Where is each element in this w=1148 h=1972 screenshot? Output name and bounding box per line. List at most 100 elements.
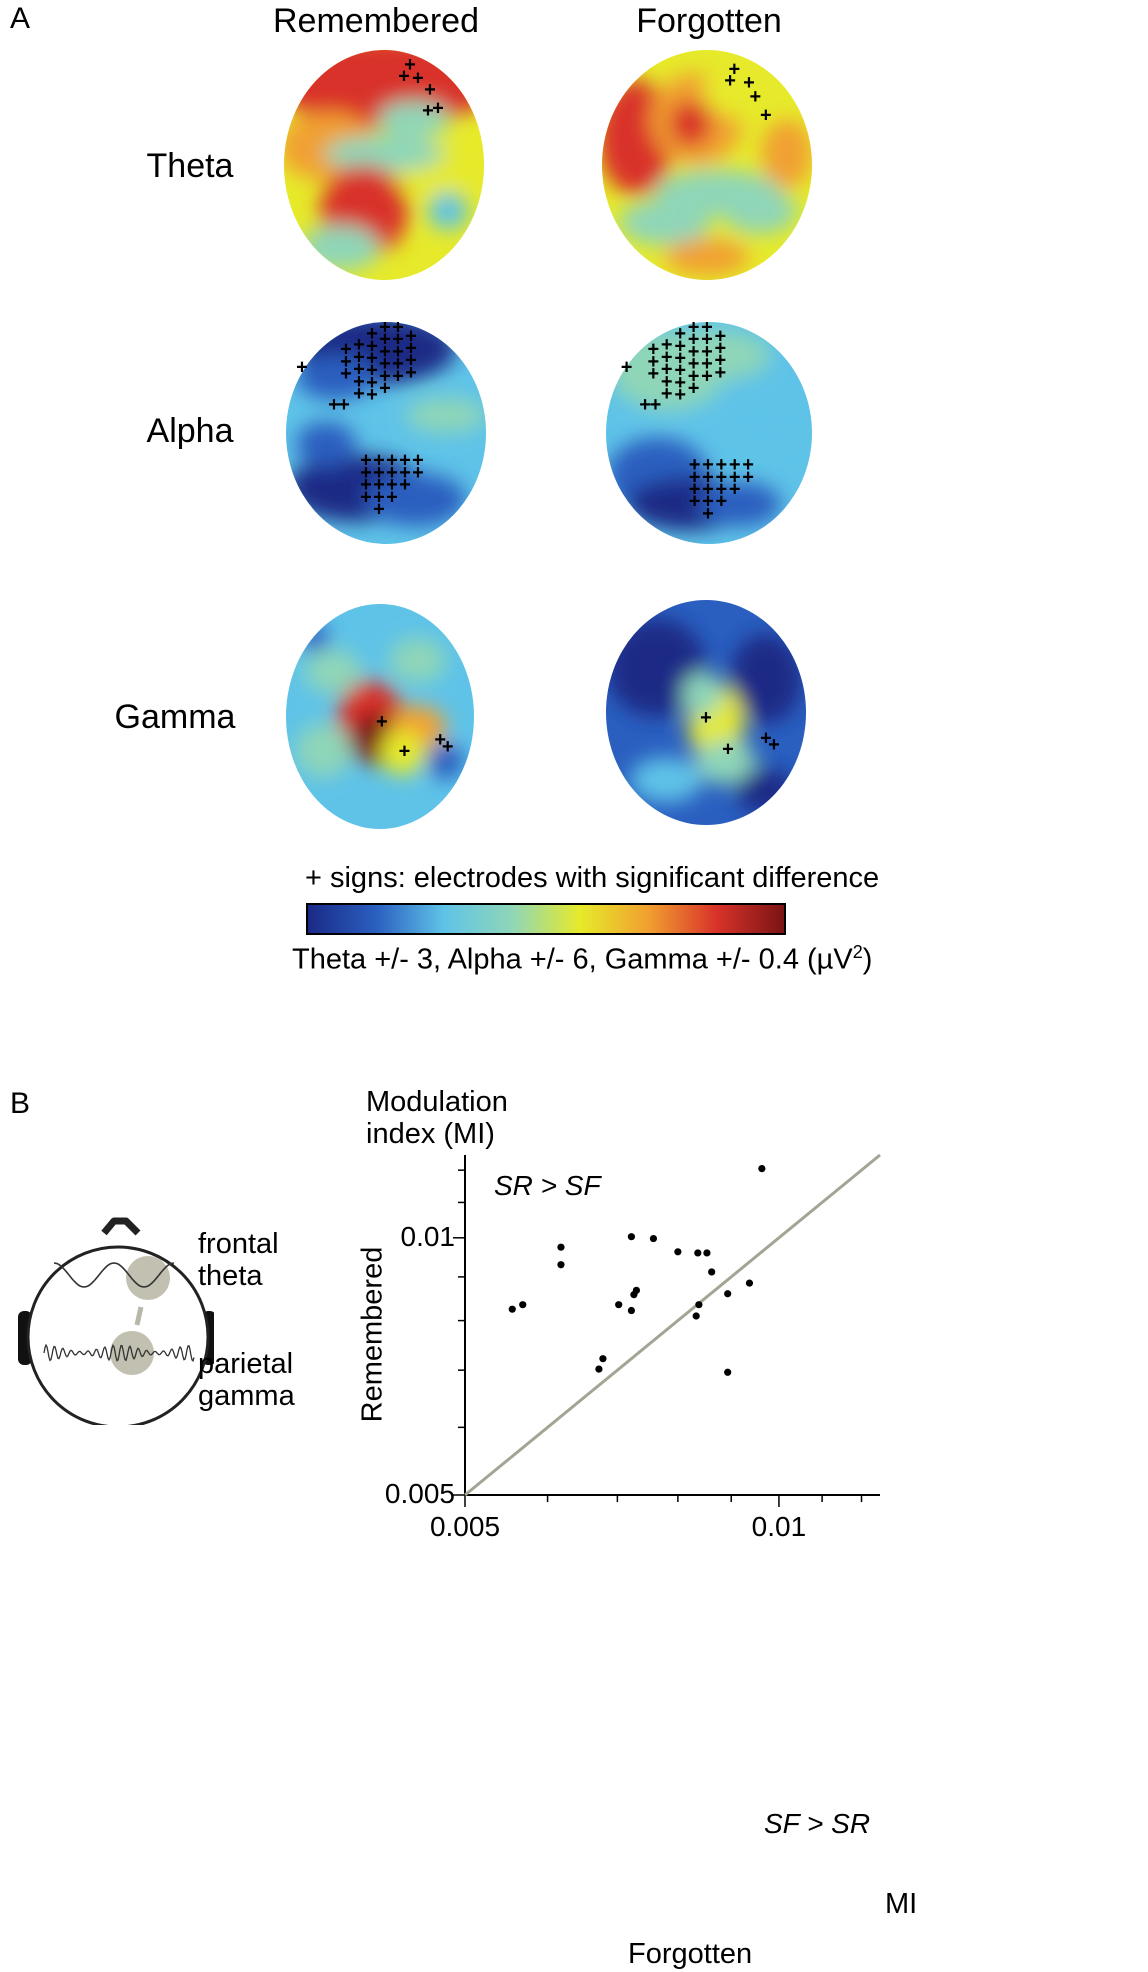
electrode-marker: +	[688, 329, 700, 351]
y-tick-label: 0.01	[400, 1220, 456, 1252]
colorbar	[306, 903, 786, 935]
identity-line	[464, 1153, 881, 1497]
electrode-marker: +	[674, 372, 686, 394]
electrode-marker: +	[392, 341, 404, 363]
electrode-marker: +	[405, 325, 417, 347]
scatter-point	[694, 1249, 702, 1257]
electrode-marker: +	[716, 454, 728, 476]
electrode-marker: +	[689, 466, 701, 488]
electrode-marker: +	[424, 79, 436, 101]
electrode-marker: +	[688, 377, 700, 399]
electrode-marker: +	[702, 454, 714, 476]
electrode-marker: +	[701, 322, 713, 338]
electrode-marker: +	[405, 362, 417, 384]
topomap-alpha-forgotten: ++++++++++++++++++++++++++++++++++++++++…	[606, 322, 812, 544]
electrode-marker: +	[412, 68, 424, 90]
electrode-marker: +	[404, 54, 416, 76]
scatter-point	[557, 1243, 565, 1251]
electrode-marker: +	[674, 360, 686, 382]
electrode-marker: +	[700, 707, 712, 729]
electrode-marker: +	[386, 474, 398, 496]
x-tick-label: 0.005	[429, 1511, 501, 1542]
scatter-point	[649, 1234, 658, 1243]
legend-scale-suffix: )	[862, 943, 873, 976]
electrode-marker: +	[648, 351, 660, 373]
y-axis-label: Remembered	[356, 1246, 389, 1423]
electrode-marker: +	[434, 729, 446, 751]
electrode-marker: +	[674, 323, 686, 345]
electrode-marker: +	[379, 341, 391, 363]
electrode-marker: +	[714, 325, 726, 347]
electrode-marker: +	[701, 365, 713, 387]
electrode-marker: +	[716, 466, 728, 488]
x-axis-label: Forgotten	[628, 1938, 753, 1970]
electrode-marker: +	[340, 363, 352, 385]
electrode-marker: +	[405, 350, 417, 372]
head-schematic	[18, 1217, 214, 1425]
electrode-marker: +	[701, 353, 713, 375]
electrode-marker: +	[340, 339, 352, 361]
electrode-marker: +	[353, 334, 365, 356]
electrode-marker: +	[768, 734, 780, 756]
row-label-gamma: Gamma	[114, 698, 236, 736]
panel-a-letter: A	[10, 2, 31, 35]
scatter-point	[695, 1301, 703, 1309]
topomap-theta-forgotten: ++ +++	[602, 50, 812, 280]
frontal-label-line1: frontal	[198, 1228, 279, 1260]
electrode-marker: +	[714, 362, 726, 384]
electrode-marker: +	[328, 394, 340, 416]
scatter-point	[615, 1301, 623, 1309]
scatter-point	[519, 1301, 527, 1309]
electrode-marker: +	[702, 503, 714, 525]
scatter-point	[674, 1248, 682, 1256]
electrode-marker: +	[760, 727, 772, 749]
electrode-marker: +	[743, 72, 755, 94]
electrode-marker: +	[399, 474, 411, 496]
electrode-marker: +	[639, 394, 651, 416]
legend-scale-sup: 2	[852, 942, 863, 962]
column-header-forgotten: Forgotten	[636, 2, 782, 40]
topomap-alpha-remembered: ++++++++++++++++++++++++++++++++++++++++…	[286, 322, 486, 544]
electrode-marker: +	[360, 474, 372, 496]
electrode-marker: +	[379, 353, 391, 375]
electrode-marker: +	[379, 377, 391, 399]
electrode-marker: +	[650, 394, 662, 416]
electrode-marker: +	[338, 394, 350, 416]
electrode-marker: +	[661, 383, 673, 405]
electrode-marker: +	[340, 351, 352, 373]
electrode-marker: +	[729, 479, 741, 501]
electrode-marker: +	[702, 479, 714, 501]
electrode-marker: +	[674, 384, 686, 406]
electrode-marker: +	[674, 335, 686, 357]
electrode-marker: +	[353, 359, 365, 381]
electrode-marker: +	[379, 322, 391, 338]
electrode-marker: +	[366, 384, 378, 406]
electrode-marker: +	[702, 466, 714, 488]
row-label-alpha: Alpha	[146, 412, 234, 450]
electrode-marker: +	[661, 346, 673, 368]
electrode-marker: +	[373, 462, 385, 484]
electrode-marker: +	[386, 450, 398, 472]
electrode-marker: +	[373, 474, 385, 496]
electrode-marker: +	[392, 365, 404, 387]
annotation-sr-gt-sf: SR > SF	[494, 1170, 601, 1201]
electrode-marker: +	[701, 329, 713, 351]
y-title-line2: index (MI)	[366, 1118, 495, 1150]
topomap-gamma-forgotten: ++++	[606, 600, 806, 825]
electrode-marker: +	[688, 353, 700, 375]
electrode-marker: +	[398, 65, 410, 87]
electrode-marker: +	[296, 356, 308, 378]
electrode-marker: +	[360, 486, 372, 508]
x-unit-label: MI	[885, 1888, 918, 1920]
nose-icon	[101, 1217, 141, 1236]
y-tick-label: 0.005	[384, 1478, 455, 1509]
column-header-remembered: Remembered	[273, 2, 479, 40]
x-tick-label: 0.01	[751, 1511, 807, 1542]
electrode-marker: +	[392, 329, 404, 351]
electrode-marker: +	[701, 341, 713, 363]
scatter-point	[632, 1286, 640, 1294]
electrode-marker: +	[661, 371, 673, 393]
electrode-marker: +	[728, 58, 740, 80]
scatter-point	[508, 1305, 516, 1313]
electrode-marker: +	[742, 466, 754, 488]
